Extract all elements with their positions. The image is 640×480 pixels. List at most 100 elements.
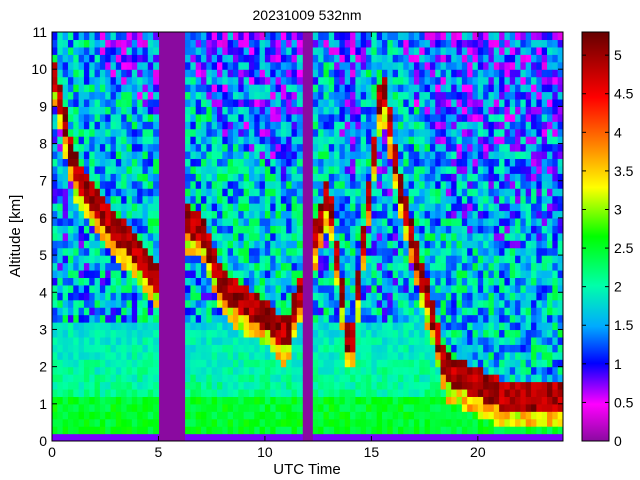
- heatmap-cell: [142, 366, 149, 375]
- heatmap-cell: [515, 344, 522, 353]
- heatmap-cell: [339, 322, 346, 331]
- heatmap-cell: [350, 84, 357, 93]
- heatmap-cell: [525, 173, 532, 182]
- heatmap-cell: [153, 277, 160, 286]
- heatmap-cell: [435, 255, 442, 264]
- heatmap-cell: [78, 314, 85, 323]
- heatmap-cell: [541, 255, 548, 264]
- heatmap-cell: [94, 411, 101, 420]
- heatmap-cell: [456, 403, 463, 412]
- heatmap-cell: [142, 106, 149, 115]
- heatmap-cell: [509, 433, 516, 441]
- heatmap-cell: [488, 381, 495, 390]
- heatmap-cell: [78, 69, 85, 78]
- heatmap-cell: [552, 217, 559, 226]
- heatmap-cell: [360, 180, 367, 189]
- heatmap-cell: [424, 188, 431, 197]
- heatmap-cell: [419, 403, 426, 412]
- heatmap-cell: [515, 121, 522, 130]
- heatmap-cell: [291, 299, 298, 308]
- heatmap-cell: [254, 173, 261, 182]
- heatmap-cell: [483, 54, 490, 63]
- heatmap-cell: [248, 292, 255, 301]
- heatmap-cell: [445, 54, 452, 63]
- heatmap-cell: [376, 403, 383, 412]
- heatmap-cell: [440, 91, 447, 100]
- heatmap-cell: [504, 32, 511, 41]
- heatmap-cell: [83, 136, 90, 145]
- heatmap-cell: [232, 113, 239, 122]
- heatmap-cell: [201, 262, 207, 271]
- heatmap-cell: [67, 329, 74, 338]
- heatmap-cell: [99, 344, 106, 353]
- heatmap-cell: [280, 262, 287, 271]
- heatmap-cell: [344, 344, 351, 353]
- heatmap-cell: [312, 203, 319, 212]
- heatmap-cell: [131, 426, 138, 435]
- heatmap-cell: [408, 91, 415, 100]
- heatmap-cell: [190, 180, 197, 189]
- heatmap-cell: [52, 69, 58, 78]
- heatmap-cell: [227, 150, 234, 160]
- heatmap-cell: [211, 240, 218, 249]
- heatmap-cell: [121, 344, 128, 353]
- heatmap-cell: [94, 232, 101, 241]
- heatmap-cell: [94, 210, 101, 219]
- heatmap-cell: [78, 232, 85, 241]
- heatmap-cell: [217, 411, 223, 420]
- heatmap-cell: [419, 262, 426, 271]
- heatmap-cell: [509, 98, 516, 107]
- heatmap-cell: [73, 91, 80, 100]
- heatmap-cell: [83, 359, 90, 368]
- heatmap-cell: [291, 143, 298, 152]
- heatmap-cell: [222, 359, 229, 368]
- heatmap-cell: [493, 210, 500, 219]
- heatmap-cell: [547, 217, 553, 226]
- heatmap-cell: [62, 329, 69, 338]
- heatmap-cell: [371, 277, 378, 286]
- heatmap-cell: [382, 128, 388, 137]
- heatmap-cell: [206, 158, 213, 167]
- heatmap-cell: [131, 411, 138, 420]
- heatmap-cell: [371, 314, 378, 323]
- heatmap-cell: [493, 351, 500, 360]
- heatmap-cell: [291, 84, 298, 93]
- heatmap-cell: [515, 188, 522, 197]
- heatmap-cell: [296, 76, 303, 85]
- heatmap-cell: [360, 299, 367, 308]
- heatmap-cell: [312, 173, 319, 182]
- heatmap-cell: [360, 366, 367, 375]
- heatmap-cell: [424, 336, 431, 345]
- heatmap-cell: [419, 359, 426, 368]
- heatmap-cell: [419, 46, 426, 55]
- heatmap-cell: [259, 299, 266, 308]
- heatmap-cell: [142, 195, 149, 204]
- heatmap-cell: [531, 411, 537, 420]
- heatmap-cell: [403, 322, 410, 331]
- heatmap-cell: [201, 433, 207, 441]
- heatmap-cell: [62, 180, 69, 189]
- heatmap-cell: [435, 359, 442, 368]
- heatmap-cell: [472, 39, 479, 48]
- heatmap-cell: [190, 76, 197, 85]
- heatmap-cell: [472, 69, 479, 78]
- heatmap-cell: [318, 84, 325, 93]
- heatmap-cell: [477, 329, 484, 338]
- heatmap-cell: [328, 195, 335, 204]
- heatmap-cell: [403, 307, 410, 316]
- heatmap-cell: [142, 203, 149, 212]
- heatmap-cell: [121, 359, 128, 368]
- heatmap-cell: [536, 344, 543, 353]
- heatmap-cell: [360, 32, 367, 41]
- heatmap-cell: [344, 180, 351, 189]
- heatmap-cell: [126, 39, 133, 48]
- heatmap-cell: [142, 143, 149, 152]
- heatmap-cell: [142, 173, 149, 182]
- heatmap-cell: [67, 426, 74, 435]
- heatmap-cell: [366, 307, 372, 316]
- heatmap-cell: [318, 388, 325, 397]
- heatmap-cell: [286, 322, 293, 331]
- heatmap-cell: [531, 433, 537, 441]
- heatmap-cell: [280, 255, 287, 264]
- heatmap-cell: [254, 232, 261, 241]
